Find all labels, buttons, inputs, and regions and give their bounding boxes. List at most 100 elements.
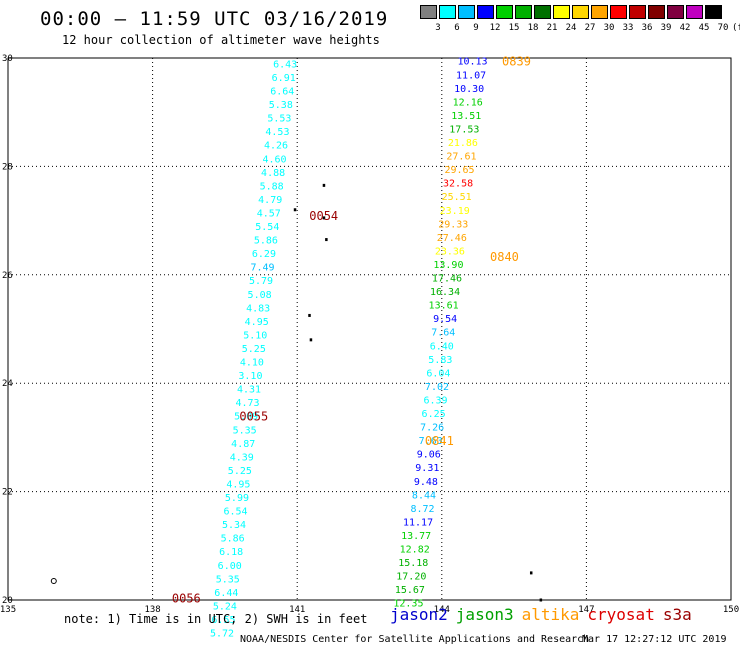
wave-height-value: 9.54 <box>433 314 457 325</box>
color-scale-label: 9 <box>473 23 479 33</box>
wave-height-value: 4.87 <box>231 439 255 450</box>
color-swatch <box>667 5 684 19</box>
color-scale-label: 30 <box>603 23 615 33</box>
wave-height-value: 5.86 <box>254 236 278 247</box>
plot-frame <box>7 57 732 601</box>
wave-height-value: 27.46 <box>437 233 467 244</box>
color-scale-label: 3 <box>435 23 441 33</box>
wave-height-value: 5.10 <box>243 330 267 341</box>
wave-height-value: 7.64 <box>431 328 455 339</box>
island-marker <box>309 338 313 342</box>
pass-time-label: 0839 <box>502 55 531 69</box>
wave-height-value: 6.91 <box>272 73 296 84</box>
color-swatch <box>477 5 494 19</box>
wave-height-value: 13.90 <box>433 260 463 271</box>
color-scale-label: 21 <box>546 23 558 33</box>
wave-height-value: 23.36 <box>435 246 465 257</box>
wave-height-value: 5.25 <box>242 344 266 355</box>
wave-height-value: 8.72 <box>410 504 434 515</box>
wave-height-value: 10.13 <box>457 57 487 68</box>
wave-height-value: 13.61 <box>429 301 459 312</box>
wave-height-value: 12.35 <box>393 599 423 610</box>
island-circle <box>50 578 57 585</box>
wave-height-value: 6.39 <box>423 395 447 406</box>
mission-legend-cryosat: cryosat <box>587 605 655 624</box>
color-scale-label: 36 <box>641 23 653 33</box>
wave-height-value: 29.65 <box>444 165 474 176</box>
wave-height-value: 6.00 <box>218 561 242 572</box>
wave-height-value: 7.63 <box>419 436 443 447</box>
wave-height-value: 5.34 <box>222 520 246 531</box>
island-marker <box>529 571 533 575</box>
color-swatch <box>610 5 627 19</box>
color-scale-label: 70 <box>717 23 729 33</box>
island-marker <box>539 598 543 602</box>
wave-height-value: 6.25 <box>422 409 446 420</box>
wave-height-value: 4.57 <box>257 208 281 219</box>
wave-height-value: 5.83 <box>428 355 452 366</box>
color-scale-label: 39 <box>660 23 672 33</box>
y-tick-label: 28 <box>2 162 13 172</box>
color-swatch <box>515 5 532 19</box>
wave-height-value: 17.53 <box>449 124 479 135</box>
wave-height-value: 9.48 <box>414 477 438 488</box>
wave-height-value: 23.19 <box>440 206 470 217</box>
chart-subtitle: 12 hour collection of altimeter wave hei… <box>62 33 380 47</box>
wave-height-value: 9.06 <box>417 450 441 461</box>
wave-height-value: 8.44 <box>412 490 436 501</box>
wave-height-value: 4.26 <box>264 141 288 152</box>
color-scale-label: 6 <box>454 23 460 33</box>
x-tick-label: 150 <box>723 605 739 615</box>
island-marker <box>308 313 311 317</box>
island-marker <box>293 208 297 212</box>
wave-height-value: 7.26 <box>420 423 444 434</box>
wave-height-value: 4.95 <box>226 479 250 490</box>
wave-height-value: 5.24 <box>213 601 237 612</box>
color-swatch <box>686 5 703 19</box>
island-marker <box>322 216 326 220</box>
wave-height-value: 5.79 <box>249 276 273 287</box>
wave-height-value: 15.67 <box>395 585 425 596</box>
wave-height-value: 6.64 <box>270 87 294 98</box>
wave-height-value: 4.79 <box>258 195 282 206</box>
wave-height-value: 4.60 <box>263 154 287 165</box>
wave-height-value: 4.95 <box>245 317 269 328</box>
wave-height-value: 5.88 <box>260 181 284 192</box>
wave-height-value: 25.51 <box>442 192 472 203</box>
chart-title: 00:00 — 11:59 UTC 03/16/2019 <box>40 8 389 30</box>
x-tick-label: 135 <box>0 605 16 615</box>
color-swatch <box>439 5 456 19</box>
wave-height-value: 5.35 <box>233 425 257 436</box>
wave-height-value: 4.10 <box>240 358 264 369</box>
wave-height-value: 5.08 <box>248 290 272 301</box>
color-swatch <box>629 5 646 19</box>
credit-line: NOAA/NESDIS Center for Satellite Applica… <box>240 634 590 645</box>
color-scale-label: 27 <box>584 23 596 33</box>
wave-height-value: 12.82 <box>400 545 430 556</box>
color-swatch <box>420 5 437 19</box>
wave-height-value: 11.07 <box>456 70 486 81</box>
wave-height-value: 17.20 <box>396 572 426 583</box>
y-tick-label: 20 <box>2 596 13 606</box>
color-scale-label: 24 <box>565 23 577 33</box>
wave-height-value: 4.39 <box>230 452 254 463</box>
color-swatch <box>648 5 665 19</box>
wave-height-value: 4.31 <box>237 385 261 396</box>
wave-height-value: 12.16 <box>453 97 483 108</box>
pass-time-label: 0056 <box>172 591 201 605</box>
color-swatch <box>572 5 589 19</box>
wave-height-value: 5.09 <box>234 412 258 423</box>
wave-height-value: 5.38 <box>269 100 293 111</box>
x-tick-label: 144 <box>434 605 450 615</box>
wave-height-value: 11.17 <box>403 517 433 528</box>
color-scale-label: 42 <box>679 23 691 33</box>
mission-legend: jason2 jason3 altika cryosat s3a <box>390 605 700 624</box>
wave-height-value: 5.25 <box>228 466 252 477</box>
x-tick-label: 141 <box>289 605 305 615</box>
color-scale-label: 45 <box>698 23 710 33</box>
island-marker <box>325 238 328 242</box>
mission-legend-jason3: jason3 <box>455 605 514 624</box>
wave-height-value: 7.02 <box>425 382 449 393</box>
x-tick-label: 147 <box>578 605 594 615</box>
